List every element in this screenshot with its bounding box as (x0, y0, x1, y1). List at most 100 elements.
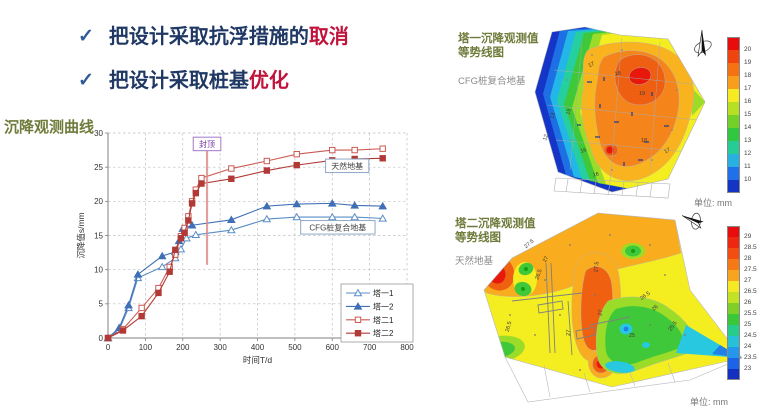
svg-text:800: 800 (400, 343, 414, 352)
svg-text:20: 20 (94, 197, 103, 206)
svg-text:沉降值s/mm: 沉降值s/mm (76, 212, 86, 258)
colorbar-label: 27 (744, 277, 752, 284)
map2-survey-dots (509, 234, 686, 371)
svg-text:300: 300 (213, 343, 227, 352)
bullet-highlight-1: 取消 (308, 26, 349, 48)
colorbar-segment (727, 248, 740, 259)
svg-text:26.5: 26.5 (639, 291, 651, 302)
checkmark-icon: ✓ (78, 70, 94, 91)
svg-text:15: 15 (565, 108, 572, 115)
colorbar-segment (727, 259, 740, 270)
svg-text:25: 25 (629, 333, 635, 339)
svg-text:27: 27 (597, 309, 604, 316)
colorbar-label: 28 (744, 255, 752, 262)
svg-text:200: 200 (176, 343, 190, 352)
svg-text:400: 400 (251, 343, 265, 352)
colorbar-label: 23.5 (744, 354, 757, 361)
north-arrow-icon (694, 29, 712, 58)
colorbar-segment (727, 128, 740, 141)
colorbar-label: 16 (744, 98, 752, 105)
svg-text:时间T/d: 时间T/d (243, 355, 273, 365)
svg-text:27.5: 27.5 (594, 261, 601, 272)
map2-plan-outline (483, 212, 742, 403)
bullet-list: ✓ 把设计采取抗浮措施的取消 ✓ 把设计采取桩基优化 (78, 24, 349, 112)
colorbar-segment (727, 154, 740, 167)
colorbar-segment (727, 270, 740, 281)
colorbar-label: 15 (744, 111, 752, 118)
svg-text:100: 100 (139, 343, 153, 352)
svg-text:CFG桩复合地基: CFG桩复合地基 (309, 222, 366, 232)
svg-text:19: 19 (639, 91, 645, 97)
svg-text:26: 26 (651, 304, 660, 313)
svg-text:17: 17 (588, 61, 596, 69)
colorbar-label: 20 (744, 46, 752, 53)
colorbar-segment (727, 50, 740, 63)
bullet-text-2: 把设计采取桩基优化 (108, 70, 289, 92)
svg-text:12: 12 (542, 134, 550, 142)
map1-survey-dots (566, 49, 678, 171)
svg-text:18: 18 (614, 71, 621, 78)
map1-plan-outline (534, 26, 706, 199)
colorbar-segment (727, 314, 740, 325)
colorbar-label: 14 (744, 124, 752, 131)
colorbar-segment (727, 63, 740, 76)
colorbar-label: 18 (744, 72, 752, 79)
map2-subtitle: 天然地基 (455, 256, 494, 267)
svg-text:16: 16 (592, 172, 599, 179)
colorbar-label: 26 (744, 299, 752, 306)
colorbar-segment (727, 292, 740, 303)
colorbar-segment (727, 180, 740, 193)
map1-contour-map: 17 18 15 13 12 16 18 17 19 16 (534, 26, 706, 199)
svg-text:26.5: 26.5 (534, 269, 543, 281)
colorbar-label: 29 (744, 233, 752, 240)
colorbar-label: 12 (744, 150, 752, 157)
svg-text:18: 18 (641, 138, 647, 144)
colorbar-label: 11 (744, 163, 751, 170)
svg-text:26.5: 26.5 (505, 321, 514, 333)
colorbar-label: 23 (744, 365, 752, 372)
colorbar-label: 10 (744, 176, 752, 183)
bullet-highlight-2: 优化 (248, 70, 289, 92)
svg-text:10: 10 (94, 265, 103, 274)
map1-colorbar: 20 19 18 17 16 15 14 13 12 11 10 (727, 37, 751, 193)
bullet-text-1: 把设计采取抗浮措施的取消 (108, 26, 349, 48)
checkmark-icon: ✓ (78, 26, 94, 47)
colorbar-segment (727, 37, 740, 50)
map1-survey-marks (577, 77, 669, 166)
map1-title: 塔一沉降观测值 等势线图 (458, 33, 539, 59)
colorbar-label: 28.5 (744, 244, 757, 251)
colorbar-segment (727, 102, 740, 115)
map2-unit-label: 单位: mm (690, 397, 728, 407)
svg-text:17: 17 (663, 147, 671, 155)
svg-text:塔一1: 塔一1 (373, 288, 394, 298)
svg-text:25.5: 25.5 (668, 320, 679, 332)
colorbar-label: 24 (744, 343, 752, 350)
colorbar-segment (727, 89, 740, 102)
map2-title: 塔二沉降观测值 等势线图 (455, 218, 536, 244)
svg-text:天然地基: 天然地基 (331, 161, 363, 171)
north-arrow-icon (682, 212, 704, 230)
svg-text:15: 15 (94, 231, 103, 240)
colorbar-segment (727, 369, 740, 380)
colorbar-segment (727, 226, 740, 237)
colorbar-label: 24.5 (744, 332, 757, 339)
svg-text:5: 5 (99, 300, 104, 309)
svg-text:塔二1: 塔二1 (373, 315, 394, 325)
map1-contour-labels: 17 18 15 13 12 16 18 17 19 16 (542, 61, 671, 178)
colorbar-segment (727, 141, 740, 154)
colorbar-segment (727, 336, 740, 347)
svg-text:13: 13 (549, 112, 556, 119)
bullet-item-2: ✓ 把设计采取桩基优化 (78, 68, 349, 94)
svg-text:700: 700 (363, 343, 377, 352)
colorbar-label: 25.5 (744, 310, 757, 317)
map1-unit-label: 单位: mm (694, 198, 732, 208)
colorbar-label: 13 (744, 137, 752, 144)
svg-text:0: 0 (106, 343, 111, 352)
chart-title: 沉降观测曲线 (4, 119, 95, 136)
colorbar-segment (727, 347, 740, 358)
svg-text:塔一2: 塔一2 (373, 301, 394, 311)
colorbar-segment (727, 303, 740, 314)
svg-text:0: 0 (99, 334, 104, 343)
